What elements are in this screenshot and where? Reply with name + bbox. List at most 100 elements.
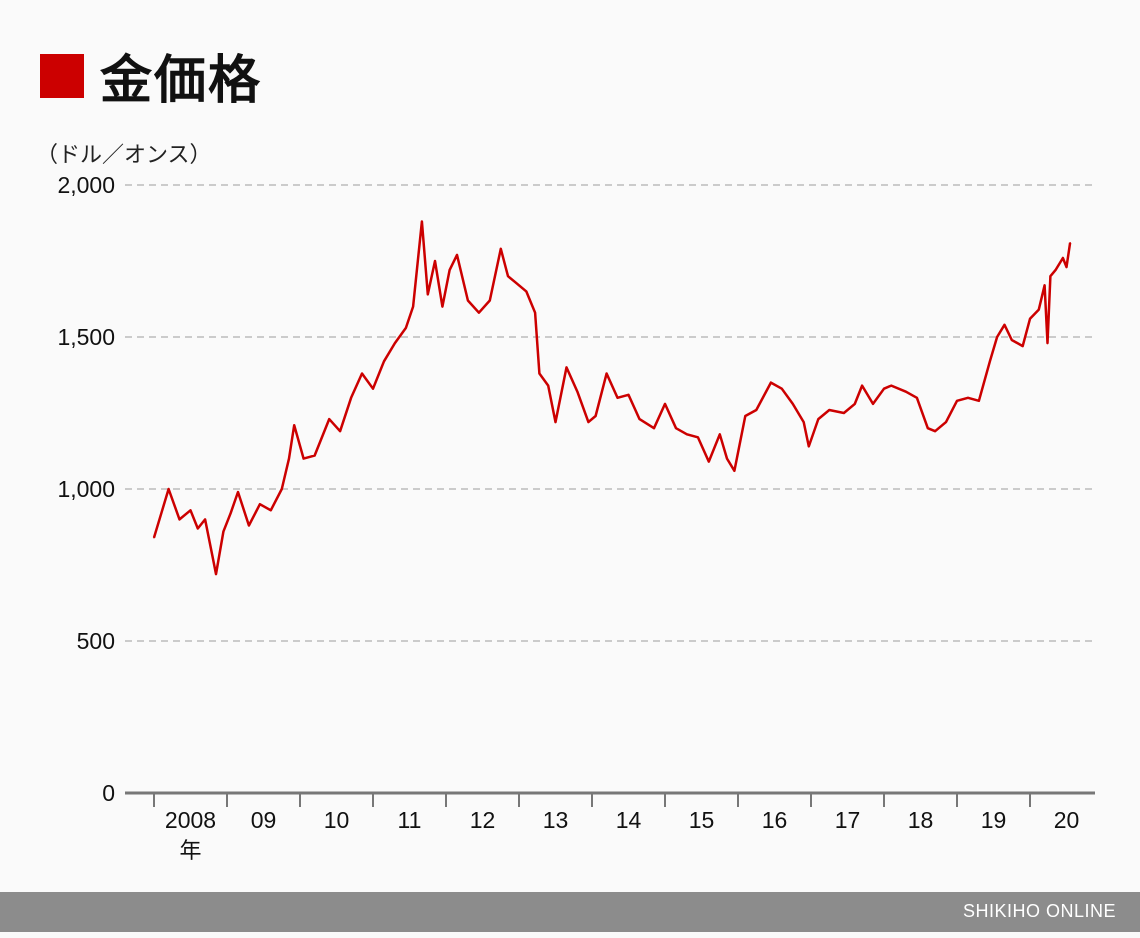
- data-point: [197, 527, 199, 530]
- data-point: [996, 336, 998, 338]
- data-point: [808, 445, 810, 448]
- data-point: [441, 305, 444, 308]
- data-point: [554, 421, 557, 423]
- data-point: [525, 290, 528, 293]
- data-point: [178, 518, 181, 521]
- data-point: [189, 509, 192, 512]
- data-point: [489, 299, 491, 302]
- data-point: [718, 433, 721, 436]
- data-point: [726, 457, 728, 460]
- data-point: [1043, 284, 1046, 287]
- data-point: [843, 412, 845, 414]
- chart-title-text: 金価格: [100, 51, 263, 111]
- data-point: [627, 393, 630, 396]
- data-point: [978, 400, 980, 402]
- data-point: [259, 503, 261, 506]
- y-tick-label: 1,000: [57, 476, 115, 502]
- data-point: [538, 372, 541, 375]
- data-point: [426, 293, 429, 296]
- data-point: [605, 372, 608, 375]
- data-point: [350, 397, 352, 399]
- gold-price-line: [152, 220, 1072, 576]
- data-point: [160, 512, 163, 515]
- data-point: [708, 460, 710, 463]
- y-tick-label: 2,000: [57, 172, 115, 198]
- data-point: [781, 387, 783, 390]
- data-point: [1046, 342, 1049, 344]
- data-point: [883, 387, 885, 390]
- data-point: [861, 384, 863, 387]
- data-point: [405, 327, 407, 329]
- data-point: [394, 342, 396, 344]
- data-point: [313, 454, 316, 457]
- data-point: [664, 403, 666, 405]
- data-point: [1049, 275, 1052, 278]
- data-point: [1029, 317, 1031, 320]
- data-point: [499, 248, 502, 250]
- data-point: [302, 457, 305, 460]
- data-point: [339, 430, 341, 433]
- data-point: [755, 409, 758, 411]
- data-point: [1065, 266, 1068, 268]
- data-point: [616, 397, 619, 399]
- data-point: [686, 433, 688, 436]
- data-point: [280, 488, 283, 490]
- data-point: [547, 384, 549, 387]
- data-point: [1010, 339, 1013, 341]
- data-point: [872, 403, 874, 405]
- data-point: [514, 281, 517, 284]
- data-point: [653, 427, 655, 430]
- data-point: [534, 311, 536, 314]
- data-point: [507, 275, 509, 278]
- data-point: [945, 421, 947, 423]
- data-point: [1021, 345, 1024, 347]
- y-axis-unit-label: （ドル／オンス）: [36, 143, 212, 168]
- data-point: [1062, 257, 1064, 259]
- data-point: [1037, 308, 1040, 311]
- data-point: [1003, 324, 1006, 326]
- y-tick-label: 1,500: [57, 324, 115, 350]
- data-point: [421, 220, 423, 223]
- x-tick-label: 13: [543, 807, 569, 833]
- data-point: [817, 418, 820, 420]
- x-tick-label: 19: [981, 807, 1007, 833]
- data-point: [565, 366, 568, 369]
- data-point: [916, 397, 918, 399]
- data-point: [791, 403, 794, 405]
- data-point: [744, 415, 747, 417]
- data-point: [956, 400, 958, 402]
- data-point: [456, 254, 458, 256]
- data-point: [934, 430, 936, 433]
- y-tick-label: 0: [102, 780, 115, 806]
- data-point: [675, 427, 677, 430]
- data-point: [204, 518, 206, 521]
- data-point: [229, 512, 232, 515]
- data-point: [412, 305, 414, 308]
- data-point: [248, 524, 250, 527]
- data-point: [890, 384, 893, 387]
- data-point: [467, 299, 469, 302]
- data-point: [638, 418, 641, 420]
- x-tick-label: 20: [1054, 807, 1080, 833]
- data-point: [697, 436, 699, 439]
- data-point: [828, 409, 831, 411]
- data-point: [1069, 241, 1071, 244]
- data-point: [215, 573, 217, 575]
- data-point: [222, 530, 225, 533]
- data-point: [448, 269, 451, 271]
- data-point: [594, 415, 597, 417]
- title-square-icon: [40, 53, 84, 98]
- x-tick-label: 09: [251, 807, 277, 833]
- data-point: [153, 536, 155, 539]
- data-point: [167, 488, 170, 490]
- data-point: [989, 360, 991, 363]
- x-tick-label: 10: [324, 807, 350, 833]
- footer-bar: SHIKIHO ONLINE: [0, 892, 1140, 932]
- x-tick-label: 2008: [165, 807, 216, 833]
- data-point: [288, 457, 290, 460]
- data-point: [1054, 269, 1057, 271]
- x-tick-label: 16: [762, 807, 788, 833]
- x-tick-label: 17: [835, 807, 861, 833]
- data-point: [587, 421, 590, 423]
- data-point: [478, 311, 480, 314]
